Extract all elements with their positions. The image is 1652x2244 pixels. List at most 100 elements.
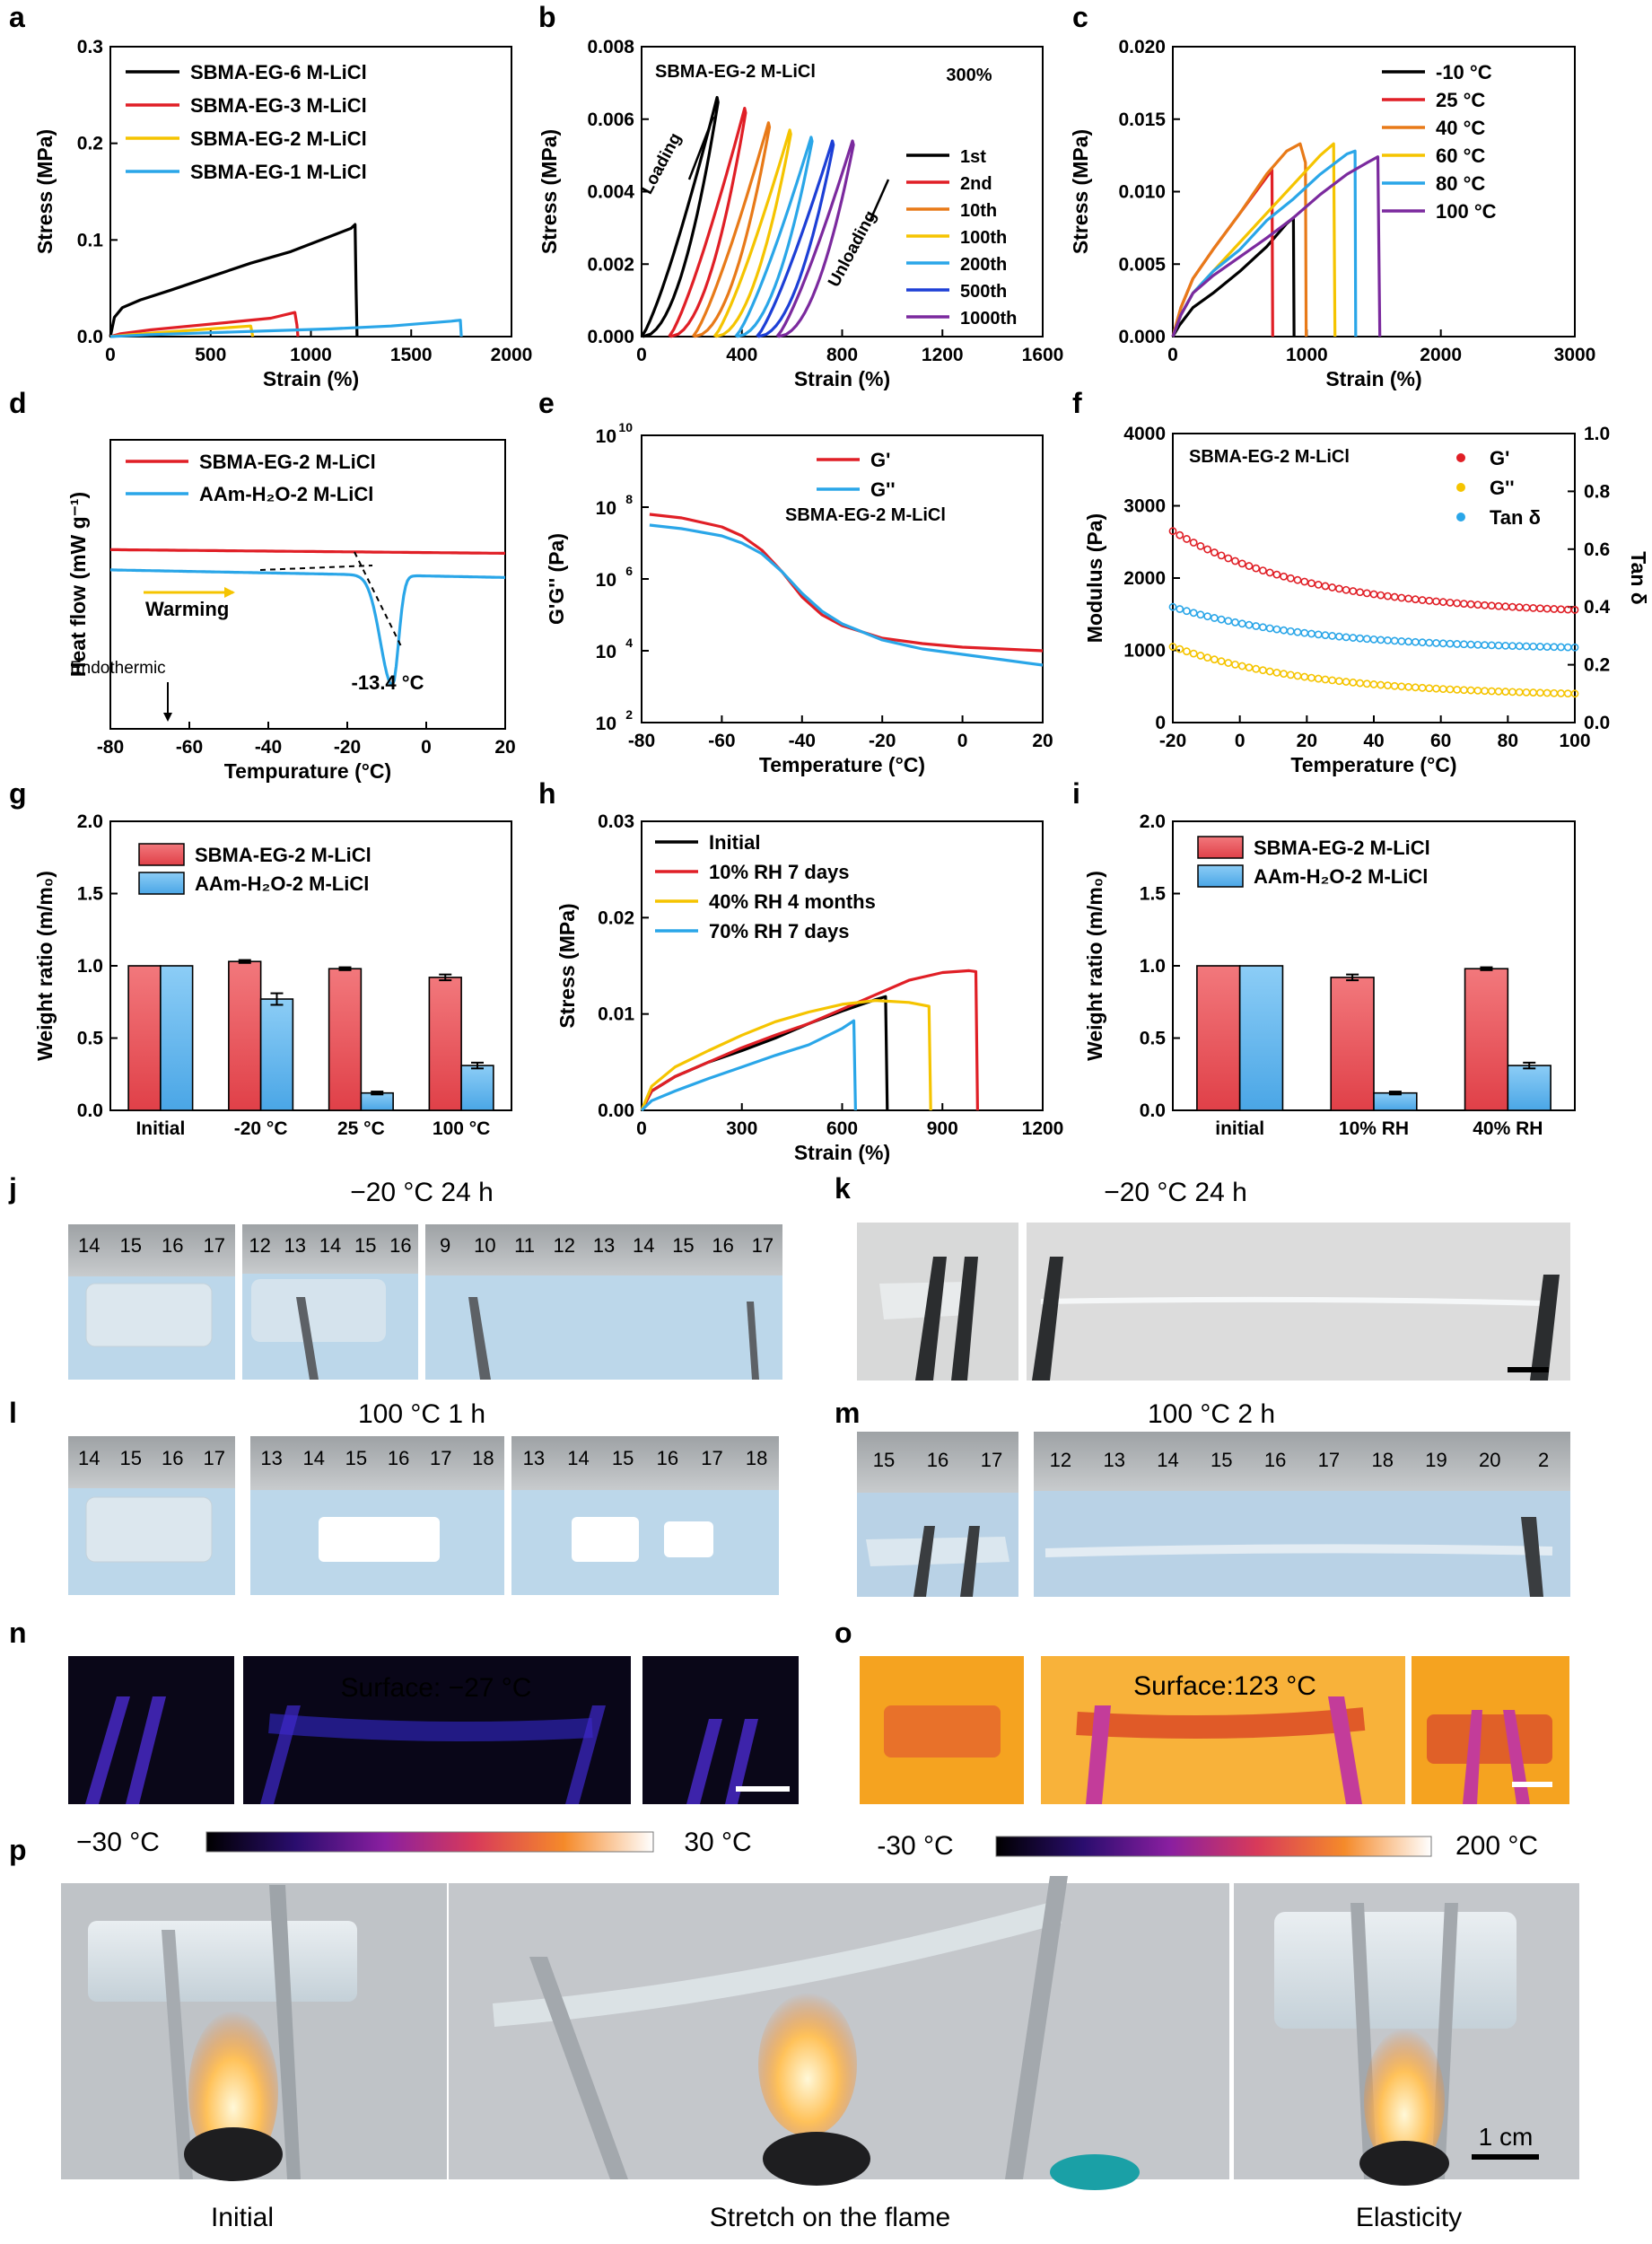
data-point — [1196, 610, 1205, 619]
data-point — [1272, 668, 1281, 677]
data-point — [1453, 640, 1462, 648]
x-axis-title: Strain (%) — [794, 367, 890, 390]
panel-letter: l — [9, 1397, 17, 1429]
data-point — [1328, 583, 1337, 592]
data-point — [1349, 678, 1358, 687]
data-point — [1176, 644, 1184, 653]
data-point — [1280, 572, 1288, 581]
x-tick-label: 1200 — [1022, 1118, 1064, 1139]
ruler-number: 16 — [388, 1447, 409, 1469]
annotation: 300% — [946, 66, 992, 85]
legend-label: AAm-H₂O-2 M-LiCl — [199, 483, 373, 505]
data-point — [1293, 575, 1302, 584]
data-point — [1369, 635, 1378, 644]
photo-caption: Elasticity — [1356, 2203, 1462, 2232]
x-tick-label: 2000 — [491, 345, 533, 365]
x-tick-label: -80 — [97, 737, 124, 758]
data-point — [1210, 655, 1219, 664]
x-tick-label: 1500 — [390, 345, 433, 365]
ruler-number: 17 — [701, 1447, 722, 1469]
x-tick-label: 400 — [726, 345, 757, 365]
data-point — [1404, 682, 1413, 691]
colorbar-max-label: 200 °C — [1455, 1831, 1538, 1861]
data-point — [1183, 647, 1191, 656]
y2-tick-label: 0.0 — [1584, 713, 1610, 733]
data-point — [1404, 594, 1413, 603]
data-point — [1183, 535, 1191, 543]
data-point — [1557, 643, 1565, 652]
series-line — [110, 568, 506, 687]
data-point — [1543, 604, 1551, 613]
photo-caption: 100 °C 1 h — [358, 1399, 485, 1429]
x-tick-label: Initial — [135, 1118, 185, 1139]
y-tick-label: 0.002 — [587, 254, 634, 275]
data-point — [1286, 671, 1295, 679]
y-tick-label: 0.0 — [77, 327, 103, 347]
y-tick-label: 0.000 — [587, 327, 634, 347]
data-point — [1334, 632, 1343, 641]
data-point — [1272, 570, 1281, 579]
series-line — [1171, 155, 1382, 337]
panel-letter: f — [1072, 387, 1082, 419]
data-point — [1570, 689, 1579, 698]
y-tick-label: 10 — [596, 642, 616, 662]
data-point — [1543, 688, 1551, 697]
legend-label: 1st — [960, 147, 986, 167]
y-tick-exponent: 4 — [625, 636, 633, 650]
data-point — [1501, 641, 1510, 650]
data-point — [1487, 641, 1496, 650]
data-point — [1252, 564, 1261, 573]
x-tick-label: 0 — [1167, 345, 1178, 365]
y-axis-title: Heat flow (mW g⁻¹) — [66, 492, 90, 677]
ruler-number: 16 — [389, 1234, 411, 1257]
series-line — [640, 998, 932, 1111]
bar — [1507, 1065, 1551, 1111]
bar — [1373, 1091, 1418, 1111]
series-line — [691, 121, 772, 338]
data-point — [1481, 687, 1489, 696]
x-tick-label: 900 — [927, 1118, 958, 1139]
legend-label: SBMA-EG-2 M-LiCl — [195, 844, 371, 866]
data-point — [1272, 625, 1281, 634]
bar — [360, 1091, 394, 1111]
data-point — [1404, 637, 1413, 646]
x-tick-label: 20 — [1032, 731, 1053, 751]
data-point — [1453, 685, 1462, 694]
legend-label: 40 °C — [1436, 117, 1485, 139]
y2-tick-label: 0.6 — [1584, 539, 1610, 560]
y-tick-label: 0.006 — [587, 110, 634, 130]
data-point — [1265, 624, 1274, 633]
data-point — [1237, 662, 1246, 671]
peak-label: -13.4 °C — [352, 671, 424, 694]
loading-label: Loading — [638, 130, 686, 197]
loading-arrow — [687, 116, 715, 180]
y2-tick-label: 0.4 — [1584, 597, 1611, 618]
ruler-number: 17 — [430, 1447, 451, 1469]
x-tick-label: 1200 — [922, 345, 964, 365]
x-tick-label: 100 °C — [433, 1118, 490, 1139]
ruler-number: 9 — [440, 1234, 450, 1257]
y-tick-label: 0.015 — [1118, 110, 1166, 130]
chart-c: c 0 1000 2000 3000 Strain (%) 0.000 0.005 0.010 0… — [1069, 1, 1595, 390]
y2-axis-title: Tan δ — [1627, 551, 1650, 605]
series-line — [110, 548, 505, 556]
legend-label: G'' — [870, 478, 896, 501]
y-axis-title: Stress (MPa) — [538, 129, 561, 254]
data-point — [1196, 541, 1205, 550]
legend-label: AAm-H₂O-2 M-LiCl — [195, 872, 369, 895]
data-point — [1231, 660, 1239, 669]
legend-label: Initial — [709, 831, 760, 854]
data-point — [1245, 620, 1254, 629]
unloading-arrow — [869, 179, 890, 221]
legend-label: 2nd — [960, 174, 992, 194]
data-point — [1362, 589, 1371, 598]
data-point — [1377, 636, 1385, 644]
x-tick-label: -20 — [334, 737, 361, 758]
data-point — [1557, 605, 1565, 614]
data-point — [1515, 603, 1524, 611]
data-point — [1224, 554, 1233, 563]
y-axis-title: Weight ratio (m/m₀) — [1083, 871, 1106, 1061]
bar — [328, 968, 363, 1111]
photo-caption: Stretch on the flame — [710, 2203, 950, 2232]
x-tick-label: 1600 — [1022, 345, 1064, 365]
